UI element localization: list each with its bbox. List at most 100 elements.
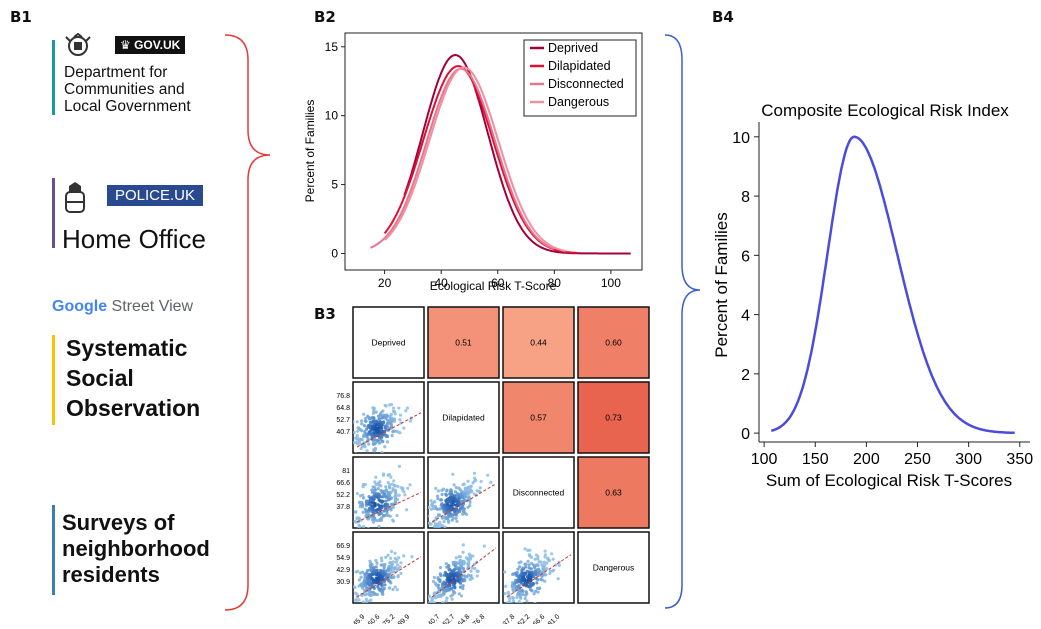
b3-col-tick-label: 76.8 [472, 613, 487, 624]
b3-fit-line [431, 547, 497, 598]
b3-row-tick-label: 40.7 [336, 429, 350, 436]
b3-corr-value: 0.63 [605, 488, 622, 498]
b3-col-tick-label: 37.8 [502, 613, 517, 624]
b3-variable-label-dilapidated: Dilapidated [442, 413, 485, 423]
b3-corr-value: 0.44 [530, 338, 547, 348]
gov-uk-badge: ♛ GOV.UK [115, 36, 186, 54]
b3-scatter-points [353, 402, 422, 453]
b4-xtick-label: 250 [904, 451, 931, 468]
b2-series-deprived [403, 53, 631, 255]
b3-diag-frame [502, 456, 575, 529]
b3-col-tick-label: 60.6 [367, 613, 382, 624]
b3-variable-label-dangerous: Dangerous [593, 563, 635, 573]
crown-icon: ♛ [120, 38, 135, 52]
b3-col-tick-label: 64.8 [457, 613, 472, 624]
b3-row-tick-label: 30.9 [336, 579, 350, 586]
sso-bar [52, 335, 55, 425]
b2-ytick-label: 5 [331, 178, 338, 192]
b3-cell-0-2: 0.44 [502, 306, 575, 379]
b2-plot-frame [344, 32, 643, 271]
b4-ytick-label: 4 [741, 308, 750, 325]
b3-cell-2-0 [352, 456, 425, 529]
b3-row-tick-label: 52.7 [336, 417, 350, 424]
b3-col-tick-label: 52.2 [517, 613, 532, 624]
b3-corr-cell [502, 306, 575, 379]
b2-xtick-label: 40 [434, 276, 448, 290]
b4-composite-curve [770, 135, 1015, 435]
sso-line-2: Social [66, 365, 134, 391]
sso-line-1: Systematic [66, 335, 188, 361]
b3-cell-0-0: Deprived [352, 306, 425, 379]
b3-col-tick-label: 40.7 [427, 613, 442, 624]
b3-row-tick-label: 64.8 [336, 405, 350, 412]
b2-series-disconnected [370, 67, 555, 250]
b3-matrix-svg: Deprived 0.51 0.44 0.60 Dilapidated 0.57 0.73 D… [336, 306, 650, 628]
bracket-red [224, 34, 271, 611]
royal-crest-icon [65, 182, 85, 213]
dclg-line-3: Local Government [64, 98, 191, 115]
b2-xtick-label: 100 [601, 276, 621, 290]
b3-corr-cell [577, 306, 650, 379]
b4-xtick-label: 150 [802, 451, 829, 468]
b2-xlabel: Ecological Risk T-Score [430, 279, 557, 293]
panel-label-b3: B3 [314, 305, 336, 323]
b4-xtick-label: 350 [1006, 451, 1033, 468]
b3-corr-value: 0.60 [605, 338, 622, 348]
b3-cell-3-1 [427, 531, 500, 604]
b2-ytick-label: 0 [331, 246, 338, 260]
b3-cell-0-3: 0.60 [577, 306, 650, 379]
bracket-blue [664, 34, 701, 609]
panel-label-b1: B1 [10, 8, 32, 26]
sources-panel: ♛ GOV.UK Department for Communities and … [0, 0, 260, 624]
b4-ylabel: Percent of Families [712, 212, 731, 358]
b4-xtick-label: 200 [853, 451, 880, 468]
b2-legend-entry-dilapidated: Dilapidated [548, 59, 611, 73]
b4-title: Composite Ecological Risk Index [761, 101, 1009, 120]
b3-col-tick-label: 66.6 [532, 613, 547, 624]
crest-icon [65, 33, 91, 56]
b3-corr-cell [577, 381, 650, 454]
b3-scatter-points [353, 549, 422, 603]
b4-ytick-label: 8 [741, 189, 750, 206]
b3-col-tick-label: 81.0 [547, 613, 562, 624]
b3-cell-2-1 [427, 456, 500, 529]
b4-xlabel: Sum of Ecological Risk T-Scores [766, 471, 1012, 490]
b3-variable-label-deprived: Deprived [371, 338, 405, 348]
b3-fit-line [356, 491, 422, 523]
street-view-text: Street View [107, 298, 194, 315]
b4-xtick-label: 100 [751, 451, 778, 468]
b3-diag-frame [427, 381, 500, 454]
b3-variable-label-disconnected: Disconnected [513, 488, 565, 498]
b3-fit-line [506, 554, 572, 598]
b3-diag-frame [352, 306, 425, 379]
sso-line-3: Observation [66, 395, 201, 421]
b2-ylabel: Percent of Families [303, 100, 317, 203]
b3-corr-value: 0.57 [530, 413, 547, 423]
b3-scatter-points [503, 547, 572, 603]
b2-xtick-label: 60 [491, 276, 505, 290]
panel-label-b4: B4 [712, 8, 734, 26]
b3-corr-cell [577, 456, 650, 529]
b3-cell-1-1: Dilapidated [427, 381, 500, 454]
b3-scatter-points [428, 471, 497, 528]
dclg-line-1: Department for [64, 64, 168, 81]
b2-density-chart: 0 5 10 15 20 40 60 80 100 Ecological Risk T-Sco… [303, 32, 643, 293]
b3-row-tick-label: 81 [342, 468, 350, 475]
b3-col-tick-label: 89.9 [397, 613, 412, 624]
b3-col-tick-label: 52.7 [442, 613, 457, 624]
b3-cell-2-2: Disconnected [502, 456, 575, 529]
b2-legend-entry-dangerous: Dangerous [548, 95, 609, 109]
b3-row-tick-label: 54.9 [336, 555, 350, 562]
b3-cell-2-3: 0.63 [577, 456, 650, 529]
b3-scatter-points [353, 464, 422, 528]
b3-corr-value: 0.51 [455, 338, 472, 348]
b3-cell-3-2 [502, 531, 575, 604]
surveys-line-1: Surveys of [62, 510, 175, 535]
b3-col-tick-label: 75.2 [382, 613, 397, 624]
gov-uk-label: GOV.UK [134, 38, 181, 52]
b3-scatter-points [428, 543, 497, 603]
b3-fit-line [356, 412, 422, 448]
police-uk-badge: POLICE.UK [107, 185, 204, 206]
b3-diag-frame [577, 531, 650, 604]
b2-legend-entry-deprived: Deprived [548, 41, 598, 55]
